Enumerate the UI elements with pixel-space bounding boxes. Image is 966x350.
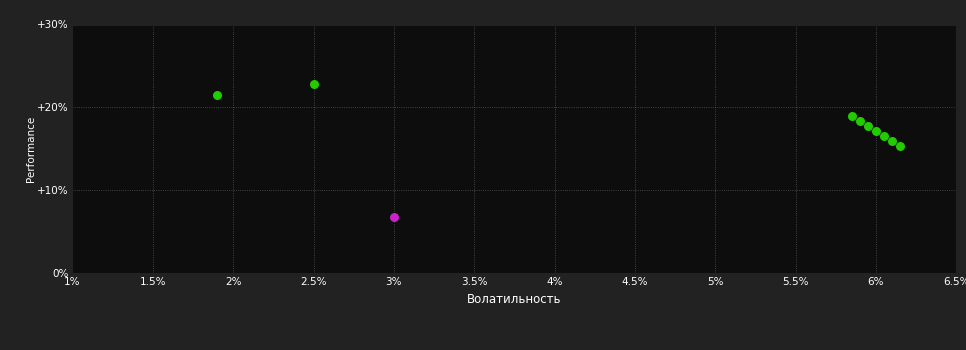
Point: [844, 113, 860, 118]
Y-axis label: Performance: Performance: [26, 116, 36, 182]
Point: [210, 92, 225, 98]
X-axis label: Волатильность: Волатильность: [468, 293, 561, 306]
Point: [876, 133, 892, 139]
Point: [852, 119, 867, 124]
Point: [386, 214, 402, 219]
Point: [893, 144, 908, 149]
Point: [884, 139, 899, 144]
Point: [306, 81, 322, 87]
Point: [861, 124, 876, 129]
Point: [868, 128, 884, 134]
